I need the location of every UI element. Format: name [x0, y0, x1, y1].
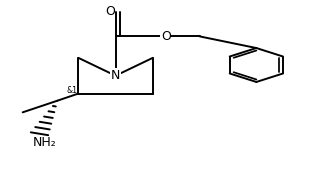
Text: N: N: [111, 69, 120, 82]
Text: &1: &1: [66, 86, 77, 95]
Text: O: O: [161, 30, 171, 43]
Text: O: O: [105, 5, 115, 18]
Text: NH₂: NH₂: [32, 136, 56, 148]
